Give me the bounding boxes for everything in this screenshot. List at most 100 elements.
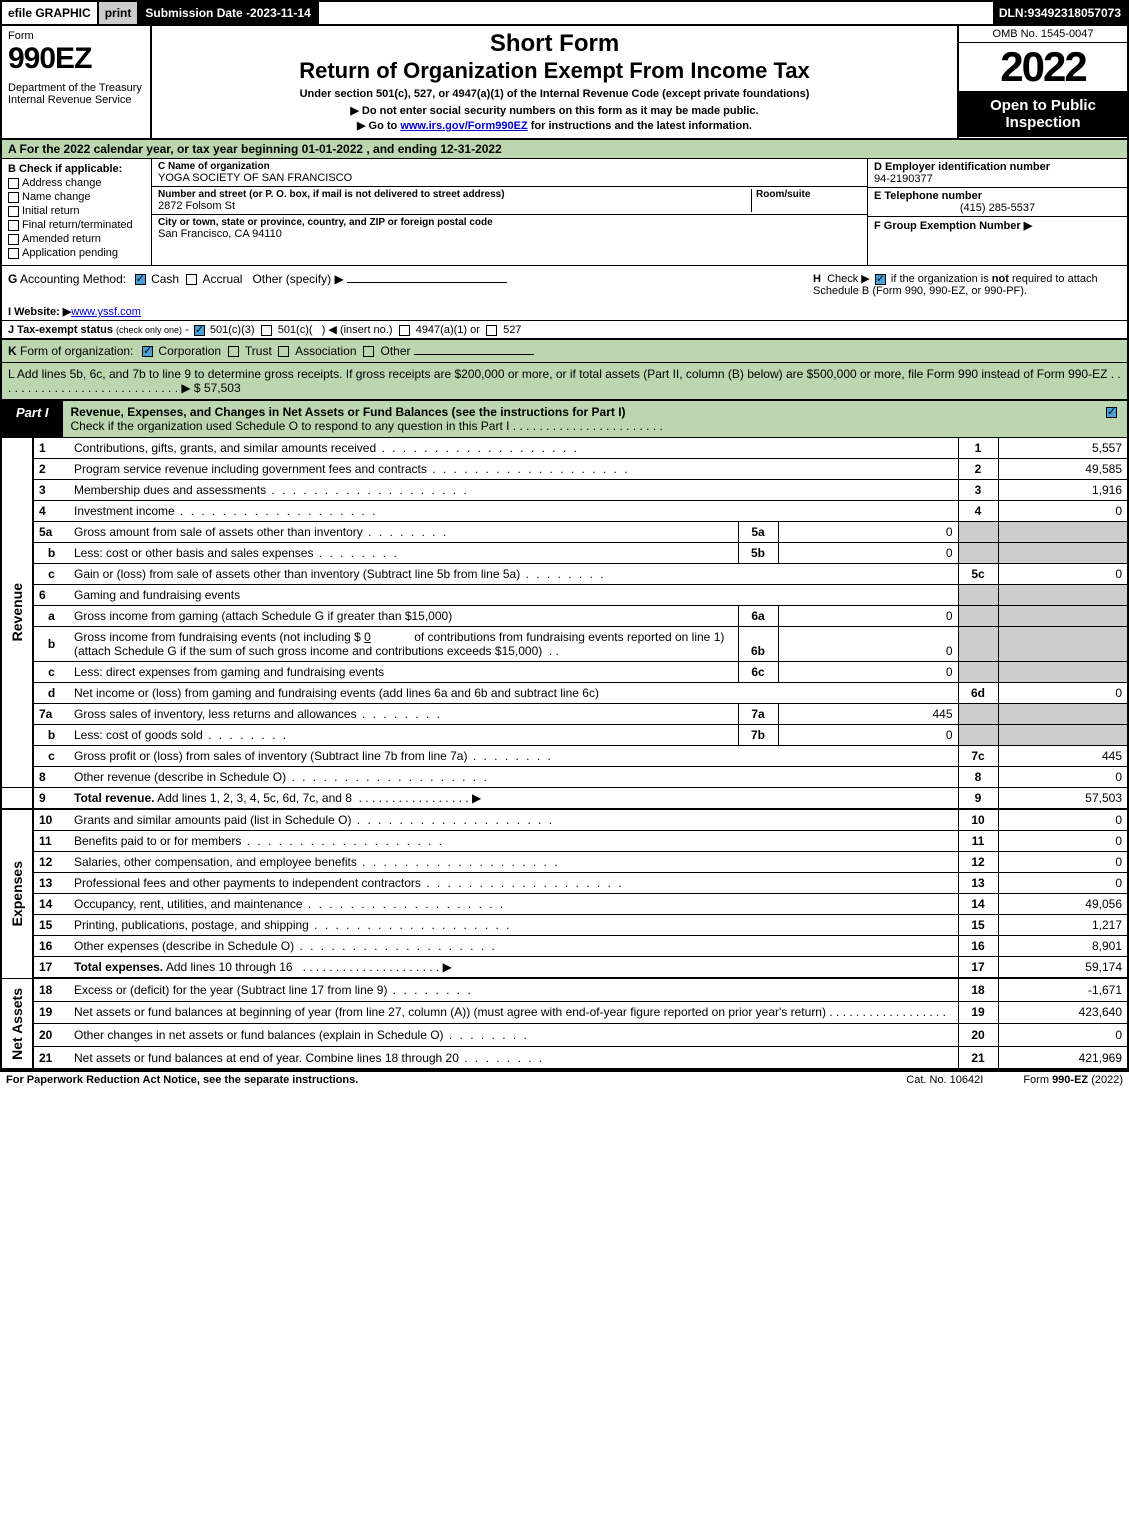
line-15: 15 Printing, publications, postage, and … bbox=[1, 915, 1128, 936]
goto-link-line: ▶ Go to www.irs.gov/Form990EZ for instru… bbox=[158, 119, 951, 132]
col-b-header: B Check if applicable: bbox=[8, 163, 145, 175]
footer-catalog: Cat. No. 10642I bbox=[906, 1074, 983, 1086]
street-label: Number and street (or P. O. box, if mail… bbox=[158, 189, 751, 200]
phone: (415) 285-5537 bbox=[874, 202, 1121, 214]
chk-501c[interactable] bbox=[261, 325, 272, 336]
chk-final-return[interactable]: Final return/terminated bbox=[8, 219, 145, 231]
website-link[interactable]: www.yssf.com bbox=[71, 306, 141, 318]
row-l-gross-receipts: L Add lines 5b, 6c, and 7b to line 9 to … bbox=[0, 362, 1129, 401]
side-revenue: Revenue bbox=[7, 577, 27, 647]
ein: 94-2190377 bbox=[874, 173, 1121, 185]
line-19: 19 Net assets or fund balances at beginn… bbox=[1, 1001, 1128, 1024]
city-label: City or town, state or province, country… bbox=[158, 217, 861, 228]
form-subtitle: Under section 501(c), 527, or 4947(a)(1)… bbox=[158, 88, 951, 100]
tax-year: 2022 bbox=[959, 43, 1127, 91]
department: Department of the Treasury Internal Reve… bbox=[8, 82, 144, 106]
line-18: Net Assets 18 Excess or (deficit) for th… bbox=[1, 978, 1128, 1001]
line-6d: d Net income or (loss) from gaming and f… bbox=[1, 683, 1128, 704]
line-11: 11 Benefits paid to or for members 11 0 bbox=[1, 831, 1128, 852]
chk-501c3[interactable] bbox=[194, 325, 205, 336]
chk-corporation[interactable] bbox=[142, 346, 153, 357]
row-h-schedule-b: H Check ▶ if the organization is not req… bbox=[807, 266, 1127, 303]
ssn-warning: ▶ Do not enter social security numbers o… bbox=[158, 104, 951, 117]
org-name-label: C Name of organization bbox=[158, 161, 861, 172]
topbar: efile GRAPHIC print Submission Date - 20… bbox=[0, 0, 1129, 26]
side-expenses: Expenses bbox=[7, 855, 27, 932]
efile-label: efile GRAPHIC bbox=[2, 2, 99, 24]
city: San Francisco, CA 94110 bbox=[158, 228, 861, 240]
col-def: D Employer identification number 94-2190… bbox=[867, 159, 1127, 265]
block-bcdef: B Check if applicable: Address change Na… bbox=[0, 159, 1129, 265]
chk-schedule-b[interactable] bbox=[875, 274, 886, 285]
chk-amended-return[interactable]: Amended return bbox=[8, 233, 145, 245]
part-1-header: Part I Revenue, Expenses, and Changes in… bbox=[0, 401, 1129, 438]
part-1-tab: Part I bbox=[2, 401, 63, 437]
line-6c: c Less: direct expenses from gaming and … bbox=[1, 662, 1128, 683]
chk-other[interactable] bbox=[363, 346, 374, 357]
line-1: Revenue 1 Contributions, gifts, grants, … bbox=[1, 438, 1128, 459]
footer-notice: For Paperwork Reduction Act Notice, see … bbox=[6, 1074, 358, 1086]
chk-initial-return[interactable]: Initial return bbox=[8, 205, 145, 217]
line-14: 14 Occupancy, rent, utilities, and maint… bbox=[1, 894, 1128, 915]
part-1-title: Revenue, Expenses, and Changes in Net As… bbox=[63, 401, 1096, 437]
col-b-checkboxes: B Check if applicable: Address change Na… bbox=[2, 159, 152, 265]
chk-schedule-o[interactable] bbox=[1106, 407, 1117, 418]
dln: DLN: 93492318057073 bbox=[993, 2, 1127, 24]
line-7a: 7a Gross sales of inventory, less return… bbox=[1, 704, 1128, 725]
revenue-table: Revenue 1 Contributions, gifts, grants, … bbox=[0, 438, 1129, 1070]
chk-527[interactable] bbox=[486, 325, 497, 336]
line-5b: b Less: cost or other basis and sales ex… bbox=[1, 543, 1128, 564]
side-net-assets: Net Assets bbox=[7, 982, 27, 1066]
line-8: 8 Other revenue (describe in Schedule O)… bbox=[1, 767, 1128, 788]
print-button[interactable]: print bbox=[99, 2, 140, 24]
row-j-tax-status: J Tax-exempt status (check only one) - 5… bbox=[2, 320, 1127, 338]
line-16: 16 Other expenses (describe in Schedule … bbox=[1, 936, 1128, 957]
line-9: 9 Total revenue. Add lines 1, 2, 3, 4, 5… bbox=[1, 788, 1128, 810]
open-public-badge: Open to Public Inspection bbox=[959, 91, 1127, 137]
col-c-org-info: C Name of organization YOGA SOCIETY OF S… bbox=[152, 159, 867, 265]
form-number: 990EZ bbox=[8, 42, 144, 76]
chk-address-change[interactable]: Address change bbox=[8, 177, 145, 189]
street: 2872 Folsom St bbox=[158, 200, 751, 212]
line-10: Expenses 10 Grants and similar amounts p… bbox=[1, 809, 1128, 831]
page-footer: For Paperwork Reduction Act Notice, see … bbox=[0, 1070, 1129, 1088]
row-a-tax-year: A For the 2022 calendar year, or tax yea… bbox=[0, 140, 1129, 159]
ein-label: D Employer identification number bbox=[874, 161, 1121, 173]
chk-association[interactable] bbox=[278, 346, 289, 357]
group-exemption-label: F Group Exemption Number ▶ bbox=[874, 219, 1121, 232]
line-5c: c Gain or (loss) from sale of assets oth… bbox=[1, 564, 1128, 585]
line-21: 21 Net assets or fund balances at end of… bbox=[1, 1046, 1128, 1069]
line-7c: c Gross profit or (loss) from sales of i… bbox=[1, 746, 1128, 767]
chk-application-pending[interactable]: Application pending bbox=[8, 247, 145, 259]
line-12: 12 Salaries, other compensation, and emp… bbox=[1, 852, 1128, 873]
org-name: YOGA SOCIETY OF SAN FRANCISCO bbox=[158, 172, 861, 184]
line-17: 17 Total expenses. Add lines 10 through … bbox=[1, 957, 1128, 979]
submission-date: Submission Date - 2023-11-14 bbox=[139, 2, 318, 24]
line-5a: 5a Gross amount from sale of assets othe… bbox=[1, 522, 1128, 543]
short-form-title: Short Form bbox=[158, 30, 951, 58]
row-g-accounting: G Accounting Method: Cash Accrual Other … bbox=[2, 266, 807, 303]
line-6: 6 Gaming and fundraising events bbox=[1, 585, 1128, 606]
form-title: Return of Organization Exempt From Incom… bbox=[158, 58, 951, 84]
line-6b: b Gross income from fundraising events (… bbox=[1, 627, 1128, 662]
line-6a: a Gross income from gaming (attach Sched… bbox=[1, 606, 1128, 627]
line-13: 13 Professional fees and other payments … bbox=[1, 873, 1128, 894]
line-7b: b Less: cost of goods sold 7b 0 bbox=[1, 725, 1128, 746]
chk-cash[interactable] bbox=[135, 274, 146, 285]
row-k-org-form: K Form of organization: Corporation Trus… bbox=[0, 338, 1129, 362]
form-header: Form 990EZ Department of the Treasury In… bbox=[0, 26, 1129, 140]
line-2: 2 Program service revenue including gove… bbox=[1, 459, 1128, 480]
omb-number: OMB No. 1545-0047 bbox=[959, 26, 1127, 43]
chk-name-change[interactable]: Name change bbox=[8, 191, 145, 203]
irs-link[interactable]: www.irs.gov/Form990EZ bbox=[400, 120, 527, 132]
footer-form: Form 990-EZ (2022) bbox=[1023, 1074, 1123, 1086]
line-4: 4 Investment income 4 0 bbox=[1, 501, 1128, 522]
chk-trust[interactable] bbox=[228, 346, 239, 357]
line-3: 3 Membership dues and assessments 3 1,91… bbox=[1, 480, 1128, 501]
chk-4947[interactable] bbox=[399, 325, 410, 336]
block-ghij: G Accounting Method: Cash Accrual Other … bbox=[0, 265, 1129, 338]
room-label: Room/suite bbox=[756, 189, 861, 200]
chk-accrual[interactable] bbox=[186, 274, 197, 285]
row-i-website: I Website: ▶www.yssf.com bbox=[2, 303, 1127, 320]
form-label: Form bbox=[8, 30, 144, 42]
